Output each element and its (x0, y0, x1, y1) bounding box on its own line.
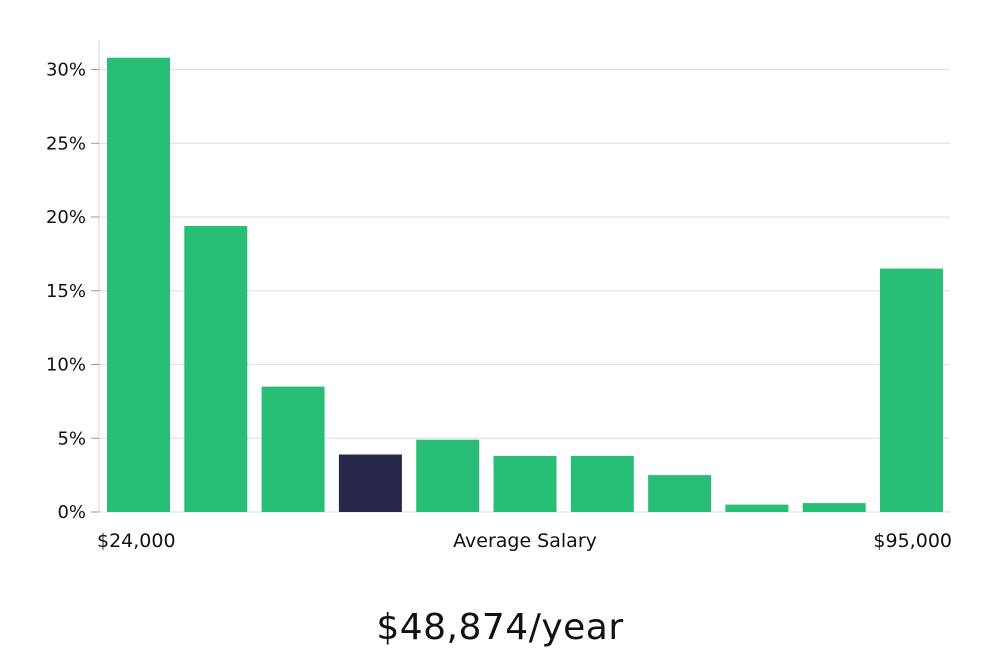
y-tick-label: 0% (57, 502, 86, 523)
bar (493, 455, 557, 512)
bar (570, 455, 634, 512)
y-tick-label: 10% (46, 355, 86, 376)
x-axis-min-label: $24,000 (97, 530, 176, 552)
y-axis-ticks: 0% 5% 10% 15% 20% 25% 30% (46, 60, 99, 523)
y-tick-label: 15% (46, 281, 86, 302)
bar (648, 475, 712, 512)
highlighted-bar (338, 454, 402, 512)
x-axis-max-label: $95,000 (873, 530, 952, 552)
bar (802, 503, 866, 512)
bars (107, 57, 943, 512)
y-tick-label: 20% (46, 207, 86, 228)
bar (184, 225, 248, 512)
bar (107, 57, 170, 512)
bar (261, 386, 325, 512)
salary-chart: 0% 5% 10% 15% 20% 25% 30% $24,000 Average Sala… (46, 40, 952, 552)
x-axis-title: Average Salary (453, 530, 597, 552)
average-salary-value: $48,874/year (376, 607, 624, 648)
bar (725, 504, 789, 512)
y-tick-label: 30% (46, 60, 86, 81)
bar (416, 439, 480, 512)
y-tick-label: 5% (57, 428, 86, 449)
y-tick-label: 25% (46, 133, 86, 154)
bar (880, 268, 943, 512)
